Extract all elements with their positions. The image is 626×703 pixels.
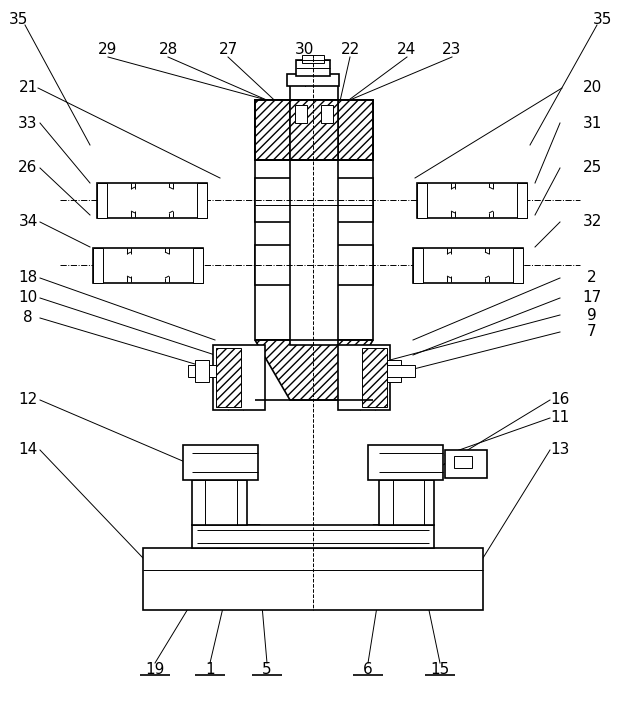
Text: 6: 6: [363, 662, 373, 678]
Bar: [195, 360, 209, 382]
Bar: [193, 248, 203, 283]
Bar: [445, 450, 487, 478]
Text: 8: 8: [23, 311, 33, 325]
Text: 22: 22: [341, 42, 359, 58]
Text: 25: 25: [582, 160, 602, 176]
Text: 5: 5: [262, 662, 272, 678]
Bar: [454, 456, 472, 468]
Text: 20: 20: [582, 81, 602, 96]
Bar: [379, 480, 434, 525]
Text: 10: 10: [18, 290, 38, 306]
Bar: [290, 100, 338, 160]
Text: 19: 19: [145, 662, 165, 678]
Bar: [362, 348, 387, 407]
Bar: [387, 365, 415, 377]
Text: 28: 28: [158, 42, 178, 58]
Text: 34: 34: [18, 214, 38, 229]
Bar: [338, 345, 390, 410]
Bar: [413, 248, 523, 283]
Bar: [216, 348, 241, 407]
Bar: [255, 100, 373, 340]
Bar: [517, 183, 527, 218]
Text: 7: 7: [587, 325, 597, 340]
Text: 35: 35: [592, 13, 612, 27]
Polygon shape: [217, 525, 260, 548]
Bar: [338, 100, 373, 160]
Text: 21: 21: [18, 81, 38, 96]
Text: 35: 35: [8, 13, 28, 27]
Bar: [302, 55, 324, 63]
Bar: [513, 248, 523, 283]
Text: 11: 11: [550, 411, 570, 425]
Polygon shape: [255, 340, 373, 400]
Polygon shape: [373, 525, 416, 548]
Bar: [417, 183, 427, 218]
Bar: [255, 100, 373, 160]
Text: 27: 27: [218, 42, 238, 58]
Bar: [183, 445, 258, 480]
Text: 1: 1: [205, 662, 215, 678]
Bar: [417, 183, 527, 218]
Text: 30: 30: [295, 42, 315, 58]
Text: 16: 16: [550, 392, 570, 408]
Bar: [192, 525, 434, 548]
Bar: [387, 360, 401, 382]
Text: 18: 18: [18, 271, 38, 285]
Text: 17: 17: [582, 290, 602, 306]
Bar: [321, 105, 333, 123]
Bar: [295, 105, 307, 123]
Bar: [255, 245, 373, 285]
Text: 24: 24: [398, 42, 417, 58]
Bar: [287, 74, 339, 86]
Bar: [143, 548, 483, 610]
Text: 2: 2: [587, 271, 597, 285]
Text: 32: 32: [582, 214, 602, 229]
Bar: [197, 183, 207, 218]
Text: 29: 29: [98, 42, 118, 58]
Bar: [93, 248, 203, 283]
Bar: [93, 248, 103, 283]
Bar: [213, 345, 265, 410]
Bar: [97, 183, 207, 218]
Text: 23: 23: [443, 42, 462, 58]
Bar: [296, 60, 330, 76]
Bar: [188, 365, 216, 377]
Bar: [255, 100, 290, 160]
Text: 26: 26: [18, 160, 38, 176]
Text: 9: 9: [587, 307, 597, 323]
Text: 31: 31: [582, 115, 602, 131]
Bar: [255, 178, 373, 222]
Bar: [413, 248, 423, 283]
Bar: [97, 183, 107, 218]
Text: 12: 12: [18, 392, 38, 408]
Text: 15: 15: [431, 662, 449, 678]
Bar: [192, 480, 247, 525]
Text: 13: 13: [550, 442, 570, 458]
Bar: [368, 445, 443, 480]
Text: 33: 33: [18, 115, 38, 131]
Text: 14: 14: [18, 442, 38, 458]
Bar: [290, 100, 338, 345]
